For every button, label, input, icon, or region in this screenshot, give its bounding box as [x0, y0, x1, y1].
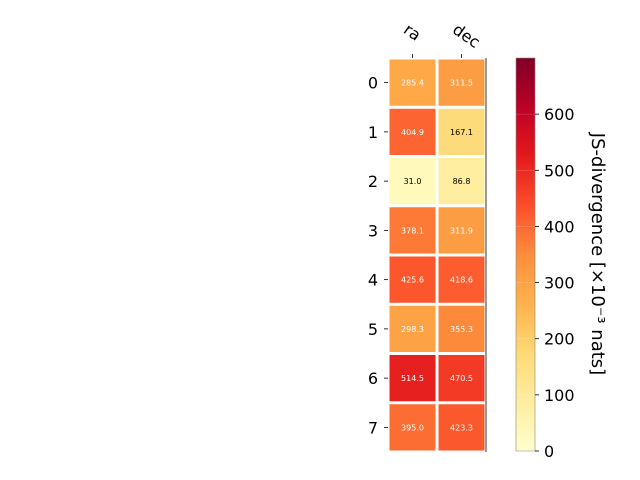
column-label: dec: [449, 20, 483, 52]
cell-value-label: 311.5: [450, 79, 473, 88]
cell-value-label: 31.0: [404, 177, 422, 186]
cell-value-label: 86.8: [453, 177, 471, 186]
heatmap-cell: [389, 355, 436, 402]
heatmap-grid: 285.4 311.5 404.9 167.1 31.0 86.8 378.1 311.9 42…: [389, 58, 487, 452]
cell-value-label: 355.3: [450, 325, 473, 334]
colorbar-gradient: [515, 57, 536, 452]
heatmap-cell: [389, 256, 436, 303]
cell-value-label: 404.9: [401, 128, 424, 137]
row-label: 1: [368, 123, 378, 142]
column-labels: ra dec: [400, 20, 484, 58]
heatmap-cell: [389, 59, 436, 106]
cell-value-label: 514.5: [401, 374, 424, 383]
row-label: 4: [368, 271, 378, 290]
colorbar-tick-label: 400: [544, 217, 575, 236]
cell-value-label: 470.5: [450, 374, 473, 383]
column-label: ra: [400, 20, 424, 45]
cell-value-label: 311.9: [450, 226, 473, 235]
heatmap-cell: [438, 158, 485, 205]
cell-value-label: 423.3: [450, 423, 473, 432]
cell-value-label: 298.3: [401, 325, 424, 334]
heatmap-cell: [438, 256, 485, 303]
cell-value-label: 378.1: [401, 226, 424, 235]
heatmap-cell: [389, 207, 436, 254]
heatmap-cell: [438, 108, 485, 155]
cell-value-label: 418.6: [450, 276, 473, 285]
heatmap-cell: [438, 305, 485, 352]
cell-value-label: 167.1: [450, 128, 473, 137]
colorbar-tick-label: 100: [544, 386, 575, 405]
row-labels: 0 1 2 3 4 5 6 7: [368, 74, 388, 437]
heatmap-cell: [389, 305, 436, 352]
cell-value-label: 425.6: [401, 276, 424, 285]
colorbar-tick-label: 300: [544, 274, 575, 293]
heatmap-cell: [438, 59, 485, 106]
cell-value-label: 395.0: [401, 423, 424, 432]
row-label: 0: [368, 74, 378, 93]
heatmap-cell: [438, 355, 485, 402]
row-label: 2: [368, 172, 378, 191]
heatmap-cell: [438, 404, 485, 451]
cell-value-label: 285.4: [401, 79, 424, 88]
row-label: 5: [368, 320, 378, 339]
row-label: 3: [368, 221, 378, 240]
colorbar-tick-label: 600: [544, 105, 575, 124]
heatmap-cell: [389, 108, 436, 155]
colorbar-tick-label: 200: [544, 330, 575, 349]
colorbar-tick-label: 500: [544, 161, 575, 180]
row-label: 7: [368, 418, 378, 437]
colorbar-tick-label: 0: [544, 442, 554, 461]
heatmap-cell: [438, 207, 485, 254]
colorbar: 0 100 200 300 400 500 600: [515, 57, 575, 461]
row-label: 6: [368, 369, 378, 388]
heatmap-cell: [389, 158, 436, 205]
colorbar-label: JS-divergence [×10⁻³ nats]: [587, 132, 608, 375]
heatmap-cell: [389, 404, 436, 451]
